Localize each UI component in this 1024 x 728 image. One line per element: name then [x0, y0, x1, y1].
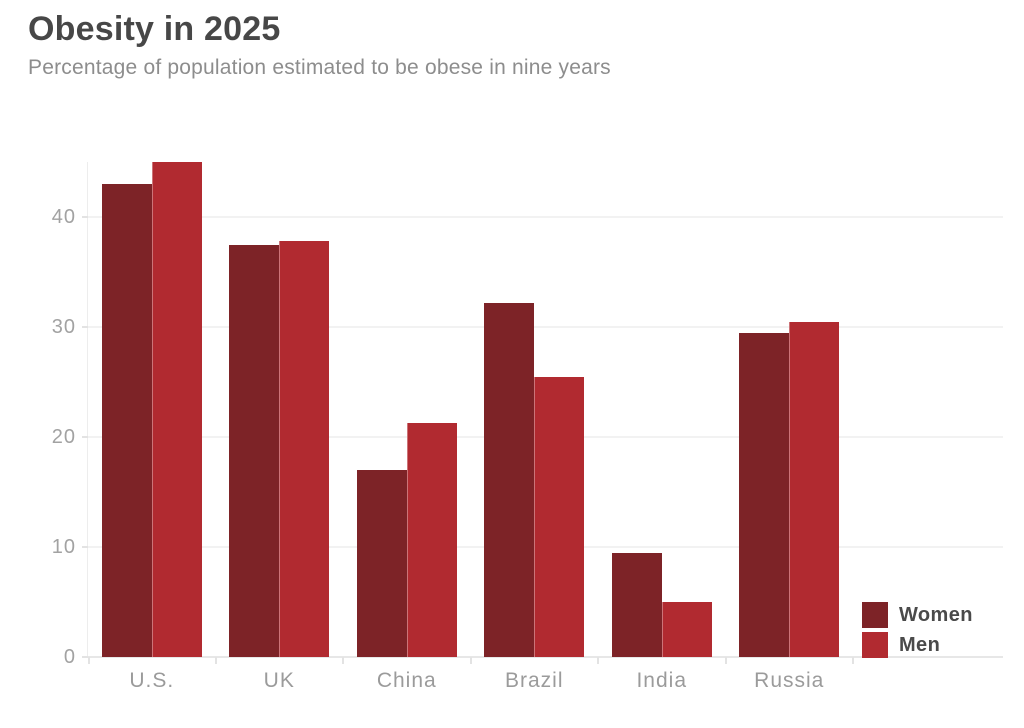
plot-area: 0 10 20 30 40 U.S. UK China Brazil India Russia: [52, 162, 1003, 692]
y-tick-10: [82, 546, 88, 548]
y-axis-label-0: 0: [63, 646, 76, 668]
y-axis-label-20: 20: [51, 426, 76, 448]
y-tick-30: [82, 326, 88, 328]
gridline-30: [88, 326, 1003, 328]
x-tick-6: [852, 657, 854, 664]
y-tick-40: [82, 216, 88, 218]
y-tick-20: [82, 436, 88, 438]
x-axis-label-china: China: [376, 669, 437, 692]
bar-russia-women: [739, 332, 790, 657]
x-tick-3: [469, 657, 472, 664]
gridline-40: [88, 216, 1003, 218]
bar-russia-men: [789, 321, 840, 657]
y-tick-0: [82, 656, 88, 658]
legend-item-women: Women: [862, 602, 973, 628]
bar-uk-men: [279, 241, 330, 657]
legend-label-women: Women: [899, 603, 973, 626]
legend-item-men: Men: [862, 632, 973, 658]
bar-u-s-women: [101, 184, 152, 657]
x-tick-5: [724, 657, 727, 664]
x-tick-4: [597, 657, 599, 664]
x-tick-2: [342, 657, 344, 664]
y-axis-label-40: 40: [51, 206, 76, 228]
x-tick-1: [214, 657, 217, 664]
chart-title: Obesity in 2025: [28, 10, 281, 48]
bar-uk-women: [229, 244, 280, 657]
bar-india-men: [661, 602, 712, 657]
x-axis-label-india: India: [636, 669, 688, 692]
chart-header: Obesity in 2025 Percentage of population…: [28, 10, 611, 80]
x-axis-label-russia: Russia: [754, 669, 825, 692]
chart-subtitle: Percentage of population estimated to be…: [28, 56, 611, 79]
x-axis-label-brazil: Brazil: [504, 669, 564, 692]
bar-china-women: [356, 470, 407, 657]
x-axis-label-uk: UK: [263, 669, 295, 692]
bar-brazil-women: [484, 302, 535, 657]
bar-china-men: [406, 422, 457, 657]
y-axis-line: [87, 162, 88, 657]
x-axis-line: [88, 656, 1003, 658]
legend-swatch-men: [862, 632, 888, 658]
bar-india-women: [611, 552, 662, 657]
x-tick-0: [88, 657, 90, 664]
legend: Women Men: [862, 602, 973, 662]
x-axis-label-u-s: U.S.: [129, 669, 175, 692]
legend-swatch-women: [862, 602, 888, 628]
legend-label-men: Men: [899, 633, 941, 656]
y-axis-label-10: 10: [51, 536, 76, 558]
bar-u-s-men: [151, 162, 202, 657]
y-axis-label-30: 30: [51, 316, 76, 338]
bar-brazil-men: [534, 376, 585, 657]
